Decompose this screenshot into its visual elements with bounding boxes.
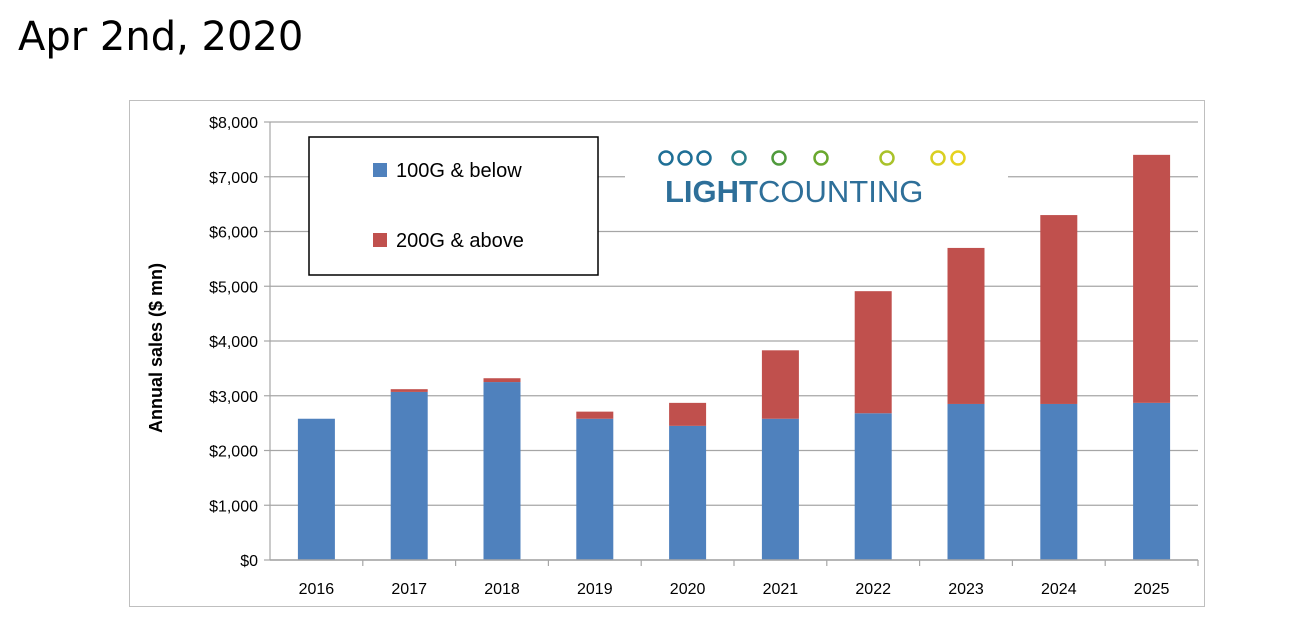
x-tick-label: 2017: [391, 581, 427, 598]
logo-text-regular: COUNTING: [758, 174, 923, 209]
logo-dot: [731, 150, 747, 166]
logo-dot: [930, 150, 946, 166]
legend-box: [308, 136, 599, 276]
x-tick-label: 2022: [855, 581, 891, 598]
bar-100g-below-2025: [1133, 402, 1171, 560]
logo-dot: [677, 150, 693, 166]
bar-200g-above-2017: [390, 389, 428, 392]
y-tick-labels: $0 $1,000 $2,000 $3,000 $4,000 $5,000 $6,000 $7…: [209, 115, 258, 570]
x-tick-label: 2024: [1041, 581, 1077, 598]
legend-label-100g-below: 100G & below: [396, 160, 522, 182]
x-tick-label: 2016: [299, 581, 335, 598]
x-tick-labels: 2016 2017 2018 2019 2020 2021 2022 2023 2024 2025: [299, 581, 1170, 598]
bar-100g-below-2024: [1040, 403, 1078, 560]
bar-200g-above-2020: [669, 402, 707, 426]
logo-dot: [771, 150, 787, 166]
y-tick-label: $5,000: [209, 279, 258, 296]
legend-swatch-200g-above: [373, 233, 387, 247]
bar-100g-below-2018: [483, 382, 521, 560]
y-tick-label: $8,000: [209, 115, 258, 132]
logo-dot: [813, 150, 829, 166]
legend-label-200g-above: 200G & above: [396, 230, 524, 252]
y-tick-label: $6,000: [209, 225, 258, 242]
x-tick-label: 2020: [670, 581, 706, 598]
y-tick-label: $4,000: [209, 334, 258, 351]
logo-dot: [879, 150, 895, 166]
x-tick-label: 2018: [484, 581, 520, 598]
x-tick-label: 2025: [1134, 581, 1170, 598]
bar-200g-above-2022: [854, 291, 892, 414]
y-tick-label: $3,000: [209, 389, 258, 406]
legend-swatch-100g-below: [373, 163, 387, 177]
y-axis-title: Annual sales ($ mn): [146, 263, 166, 433]
bar-100g-below-2016: [297, 418, 335, 560]
bar-100g-below-2023: [947, 403, 985, 560]
lightcounting-logo: LIGHTCOUNTING: [625, 140, 1008, 214]
bar-200g-above-2019: [576, 411, 614, 419]
bar-100g-below-2019: [576, 418, 614, 560]
logo-text-bold: LIGHT: [665, 174, 758, 209]
y-tick-label: $0: [240, 553, 258, 570]
legend: 100G & below 200G & above: [308, 136, 599, 276]
bar-200g-above-2018: [483, 378, 521, 383]
logo-dot: [658, 150, 674, 166]
page-heading: Apr 2nd, 2020: [18, 14, 304, 60]
bar-200g-above-2021: [761, 350, 799, 419]
y-tick-label: $1,000: [209, 498, 258, 515]
logo-dot: [950, 150, 966, 166]
bars: [270, 154, 1199, 566]
x-tick-label: 2023: [948, 581, 984, 598]
y-tick-label: $7,000: [209, 170, 258, 187]
bar-100g-below-2017: [390, 391, 428, 560]
y-tick-label: $2,000: [209, 444, 258, 461]
logo-dots: [658, 150, 966, 166]
bar-200g-above-2023: [947, 247, 985, 404]
x-tick-label: 2019: [577, 581, 613, 598]
bar-200g-above-2025: [1133, 154, 1171, 403]
logo-dot: [696, 150, 712, 166]
x-tick-label: 2021: [763, 581, 799, 598]
bar-100g-below-2021: [761, 418, 799, 560]
bar-100g-below-2022: [854, 413, 892, 560]
bar-200g-above-2024: [1040, 215, 1078, 404]
logo-wordmark: LIGHTCOUNTING: [665, 174, 923, 209]
bar-100g-below-2020: [669, 425, 707, 560]
